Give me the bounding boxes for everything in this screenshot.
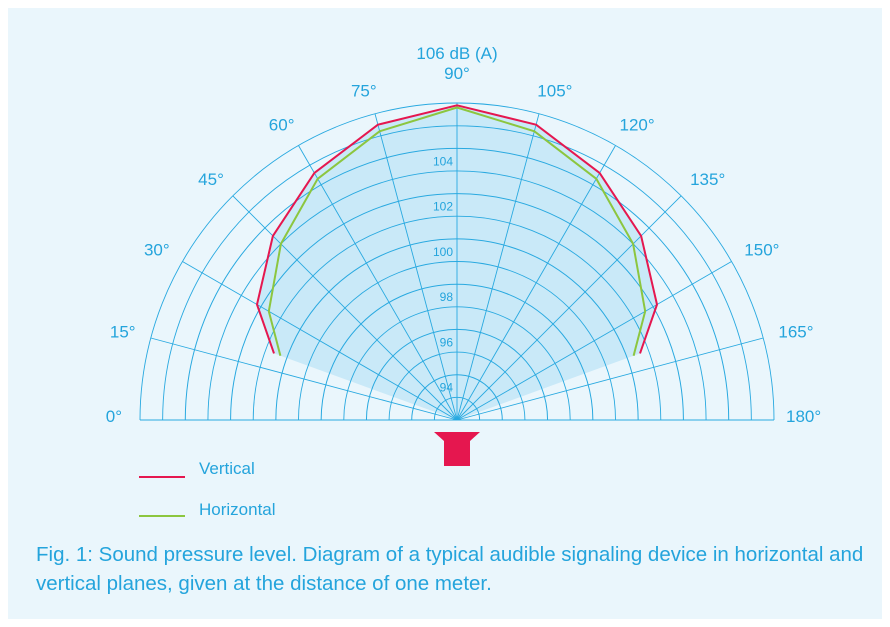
- angle-grid-spoke: [456, 145, 616, 421]
- legend-label-horizontal: Horizontal: [199, 500, 276, 519]
- signaling-device-icon: [434, 432, 480, 466]
- angle-tick-label: 120°: [620, 116, 655, 135]
- angle-grid-spoke: [232, 195, 458, 421]
- polar-grid: [139, 102, 775, 421]
- radial-tick-label: 102: [433, 200, 453, 214]
- angle-grid-spoke: [456, 195, 682, 421]
- polar-chart: 106 dB (A) 0° 15° 30° 45° 60° 75° 90° 105° 120° 1…: [106, 44, 821, 519]
- radial-tick-label: 94: [440, 381, 454, 395]
- angle-tick-label: 105°: [537, 82, 572, 101]
- radial-tick-labels: 94 96 98 100 102 104: [433, 154, 453, 394]
- angle-tick-labels: 0° 15° 30° 45° 60° 75° 90° 105° 120° 135° 150° 165°…: [106, 64, 821, 426]
- figure-caption: Fig. 1: Sound pressure level. Diagram of…: [36, 543, 864, 595]
- angle-tick-label: 30°: [144, 241, 170, 260]
- series-line-vertical: [256, 104, 658, 354]
- radial-tick-label: 104: [433, 154, 453, 168]
- radial-tick-label: 100: [433, 245, 453, 259]
- angle-tick-label: 90°: [444, 64, 470, 83]
- series-layer: [256, 104, 658, 356]
- angle-grid-spoke: [150, 337, 458, 421]
- angle-tick-label: 45°: [198, 170, 224, 189]
- angle-grid-spoke: [456, 261, 732, 421]
- series-line-horizontal: [267, 106, 647, 356]
- angle-grid-spoke: [182, 261, 458, 421]
- angle-tick-label: 180°: [786, 407, 821, 426]
- radial-tick-label: 98: [440, 290, 454, 304]
- angle-grid-spoke: [456, 113, 540, 421]
- angle-tick-label: 165°: [778, 323, 813, 342]
- angle-tick-label: 150°: [744, 241, 779, 260]
- angle-tick-label: 0°: [106, 407, 122, 426]
- chart-title: 106 dB (A): [416, 44, 497, 63]
- angle-tick-label: 60°: [269, 116, 295, 135]
- angle-grid-spoke: [456, 337, 764, 421]
- angle-grid-spoke: [374, 113, 458, 421]
- legend-label-vertical: Vertical: [199, 459, 255, 478]
- angle-tick-label: 75°: [351, 82, 377, 101]
- radial-tick-label: 96: [440, 335, 454, 349]
- angle-grid-spoke: [298, 145, 458, 421]
- legend: Vertical Horizontal: [139, 459, 276, 519]
- angle-tick-label: 15°: [110, 323, 136, 342]
- angle-tick-label: 135°: [690, 170, 725, 189]
